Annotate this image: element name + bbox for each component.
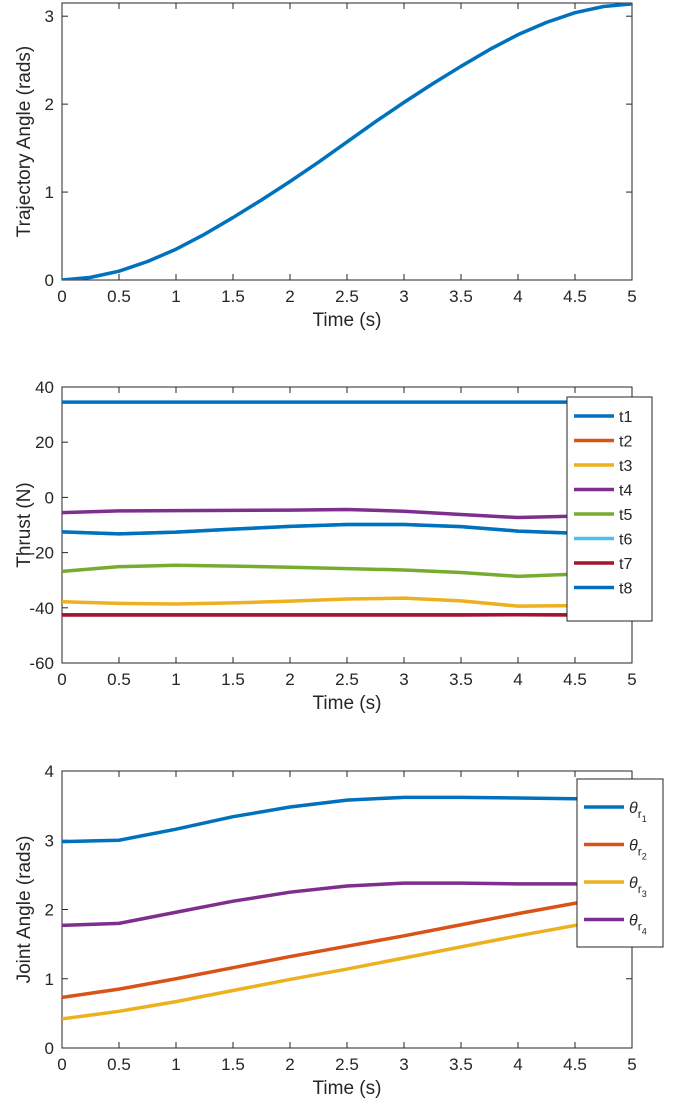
y-tick-label: -40 <box>29 599 54 618</box>
series-line-trajectory <box>62 3 632 280</box>
y-tick-label: 40 <box>35 378 54 397</box>
y-tick-label: 1 <box>45 970 54 989</box>
y-tick-label: 20 <box>35 433 54 452</box>
y-tick-label: 0 <box>45 1039 54 1058</box>
x-axis-label: Time (s) <box>313 693 382 714</box>
plot-1: 0 0.5 1 1.5 2 2.5 3 3.5 4 4.5 5 0 1 2 3 Time (s) Traject… <box>14 2 637 331</box>
x-tick-label: 0 <box>57 287 66 306</box>
legend-label: θr2 <box>629 838 647 862</box>
y-tick-label: 0 <box>45 271 54 290</box>
plot-3: 0 0.5 1 1.5 2 2.5 3 3.5 4 4.5 5 0 1 2 3 4 Time (s) Joint … <box>14 762 664 1099</box>
x-tick-label: 3 <box>399 1055 408 1074</box>
legend-label: t8 <box>619 581 632 598</box>
x-tick-label: 4 <box>513 287 522 306</box>
y-axis-label: Trajectory Angle (rads) <box>14 46 35 237</box>
series-group <box>62 400 632 617</box>
x-tick-label: 5 <box>627 670 636 689</box>
series-line-theta-r3 <box>62 914 632 1021</box>
x-tick-label: 3.5 <box>449 287 473 306</box>
x-tick-label: 1 <box>171 287 180 306</box>
x-axis-label: Time (s) <box>313 310 382 331</box>
x-axis-label: Time (s) <box>313 1078 382 1099</box>
legend: θr1 θr2 θr3 θr4 <box>576 778 664 948</box>
x-tick-label: 4.5 <box>563 1055 587 1074</box>
y-tick-label: 2 <box>45 95 54 114</box>
series-group <box>62 3 632 280</box>
x-tick-label: 0 <box>57 1055 66 1074</box>
x-tick-label: 0.5 <box>107 1055 131 1074</box>
legend-label: t4 <box>619 483 632 500</box>
x-tick-label: 5 <box>627 287 636 306</box>
x-tick-label: 2 <box>285 287 294 306</box>
series-line-theta-r2 <box>62 892 632 1000</box>
x-tick-label: 2.5 <box>335 670 359 689</box>
x-tick-label: 3 <box>399 287 408 306</box>
x-tick-label: 4 <box>513 1055 522 1074</box>
x-tick-label: 5 <box>627 1055 636 1074</box>
series-line-t5 <box>62 563 632 579</box>
x-tick-label: 1 <box>171 1055 180 1074</box>
x-tick-label: 4.5 <box>563 670 587 689</box>
series-line-theta-r1 <box>62 795 632 844</box>
x-tick-label: 4 <box>513 670 522 689</box>
x-tick-label: 2 <box>285 670 294 689</box>
series-line-t4 <box>62 507 632 520</box>
x-tick-label: 0.5 <box>107 670 131 689</box>
y-tick-label: 2 <box>45 901 54 920</box>
x-tick-label: 1.5 <box>221 670 245 689</box>
legend-label: t2 <box>619 434 632 451</box>
x-tick-label: 4.5 <box>563 287 587 306</box>
legend-label: t7 <box>619 556 632 573</box>
legend-label: t1 <box>619 409 632 426</box>
series-group <box>62 795 632 1021</box>
y-tick-label: 1 <box>45 183 54 202</box>
series-line-t3 <box>62 596 632 608</box>
y-axis-label: Joint Angle (rads) <box>14 836 35 984</box>
x-tick-label: 3 <box>399 670 408 689</box>
x-tick-label: 1.5 <box>221 1055 245 1074</box>
x-tick-label: 3.5 <box>449 1055 473 1074</box>
y-tick-label: 4 <box>45 762 54 781</box>
legend: t1 t2 t3 t4 t5 t6 t7 t8 <box>566 396 653 622</box>
y-tick-label: -20 <box>29 544 54 563</box>
x-tick-label: 1 <box>171 670 180 689</box>
x-tick-label: 2.5 <box>335 1055 359 1074</box>
x-tick-label: 2.5 <box>335 287 359 306</box>
legend-label: t6 <box>619 532 632 549</box>
legend-label: θr3 <box>629 875 647 899</box>
y-axis-label: Thrust (N) <box>14 482 35 568</box>
x-tick-label: 0.5 <box>107 287 131 306</box>
x-tick-label: 2 <box>285 1055 294 1074</box>
series-line-t8 <box>62 522 632 536</box>
legend-label: t5 <box>619 507 632 524</box>
series-line-theta-r4 <box>62 881 632 928</box>
x-tick-label: 0 <box>57 670 66 689</box>
legend-label: θr4 <box>629 913 647 937</box>
x-tick-label: 3.5 <box>449 670 473 689</box>
legend-label: θr1 <box>629 800 647 824</box>
plot-2: 0 0.5 1 1.5 2 2.5 3 3.5 4 4.5 5 -60 -40 -20 0 20 40 Time … <box>14 378 653 714</box>
x-tick-label: 1.5 <box>221 287 245 306</box>
legend-box <box>576 778 664 948</box>
legend-box <box>566 396 653 622</box>
y-tick-label: 3 <box>45 831 54 850</box>
y-tick-label: 3 <box>45 7 54 26</box>
y-tick-label: 0 <box>45 488 54 507</box>
y-tick-label: -60 <box>29 654 54 673</box>
legend-label: t3 <box>619 458 632 475</box>
